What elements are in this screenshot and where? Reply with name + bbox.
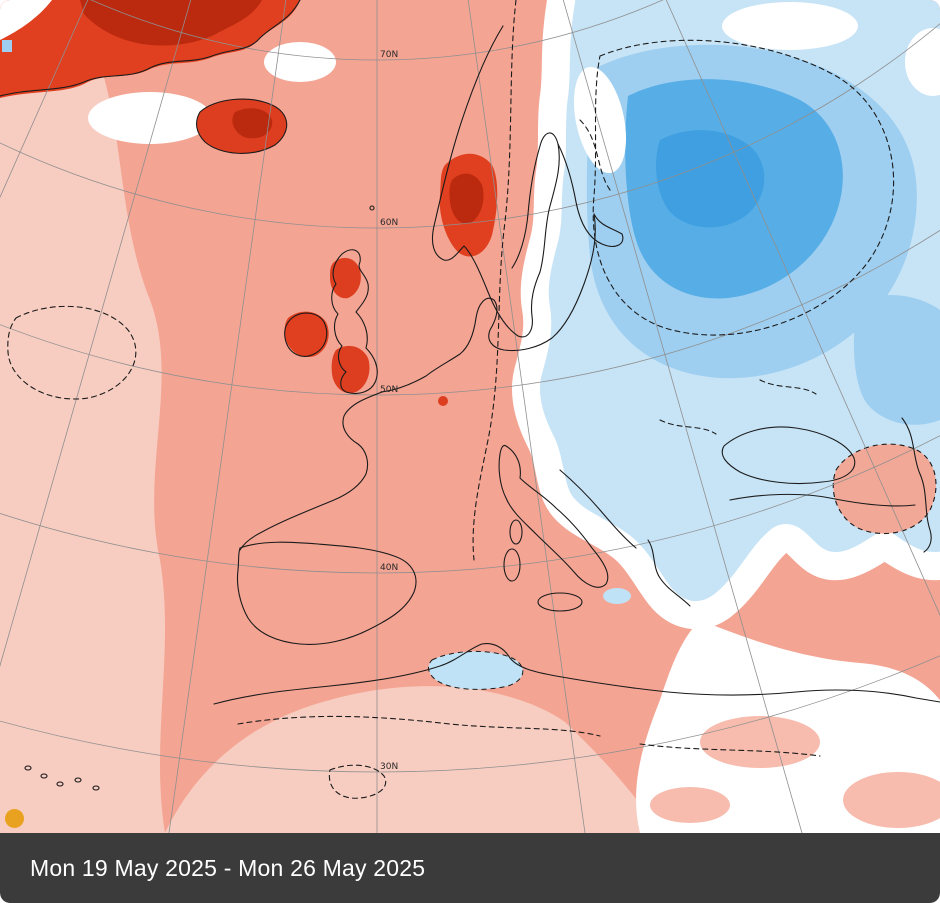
temperature-anomaly-map: 70N 60N 50N 40N 30N (0, 0, 940, 833)
lat-label-30n: 30N (380, 762, 398, 772)
timeline-handle[interactable] (5, 809, 24, 828)
warm-patch-scotland (330, 257, 361, 299)
coastlines (0, 0, 940, 791)
strong-warm-patches (0, 0, 498, 406)
lat-label-40n: 40N (380, 563, 398, 573)
map-area: 70N 60N 50N 40N 30N (0, 0, 940, 833)
lat-label-60n: 60N (380, 218, 398, 228)
anomaly-contours (7, 0, 895, 799)
graticule (0, 0, 940, 833)
lat-label-50n: 50N (380, 385, 398, 395)
lat-label-70n: 70N (380, 50, 398, 60)
date-range-bar: Mon 19 May 2025 - Mon 26 May 2025 (0, 833, 940, 903)
date-range-label: Mon 19 May 2025 - Mon 26 May 2025 (30, 854, 426, 881)
warm-patch-ireland (284, 311, 329, 358)
warm-patch-caspian (832, 443, 937, 535)
latitude-labels: 70N 60N 50N 40N 30N (380, 50, 398, 772)
neutral-region-southeast (636, 620, 940, 833)
warm-anomaly-light-regions (0, 0, 660, 833)
